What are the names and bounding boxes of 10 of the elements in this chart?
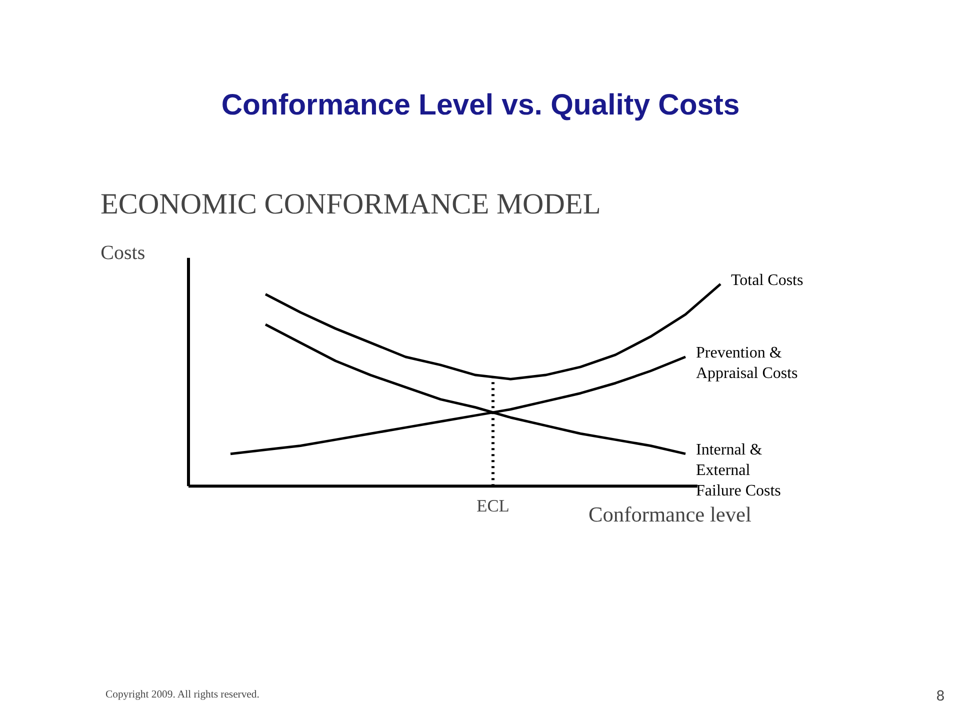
chart-subtitle: ECONOMIC CONFORMANCE MODEL: [100, 188, 601, 220]
chart-title: Conformance Level vs. Quality Costs: [221, 88, 740, 122]
series-label: Internal & External Failure Costs: [696, 442, 781, 500]
text: ECL: [476, 496, 510, 516]
text: 8: [936, 688, 945, 704]
series-label: Prevention & Appraisal Costs: [696, 344, 798, 382]
text: Copyright 2009. All rights reserved.: [106, 689, 260, 700]
series-label: Total Costs: [731, 272, 804, 289]
y-axis-title: Costs: [100, 242, 146, 264]
x-axis-title: Conformance level: [588, 502, 752, 527]
